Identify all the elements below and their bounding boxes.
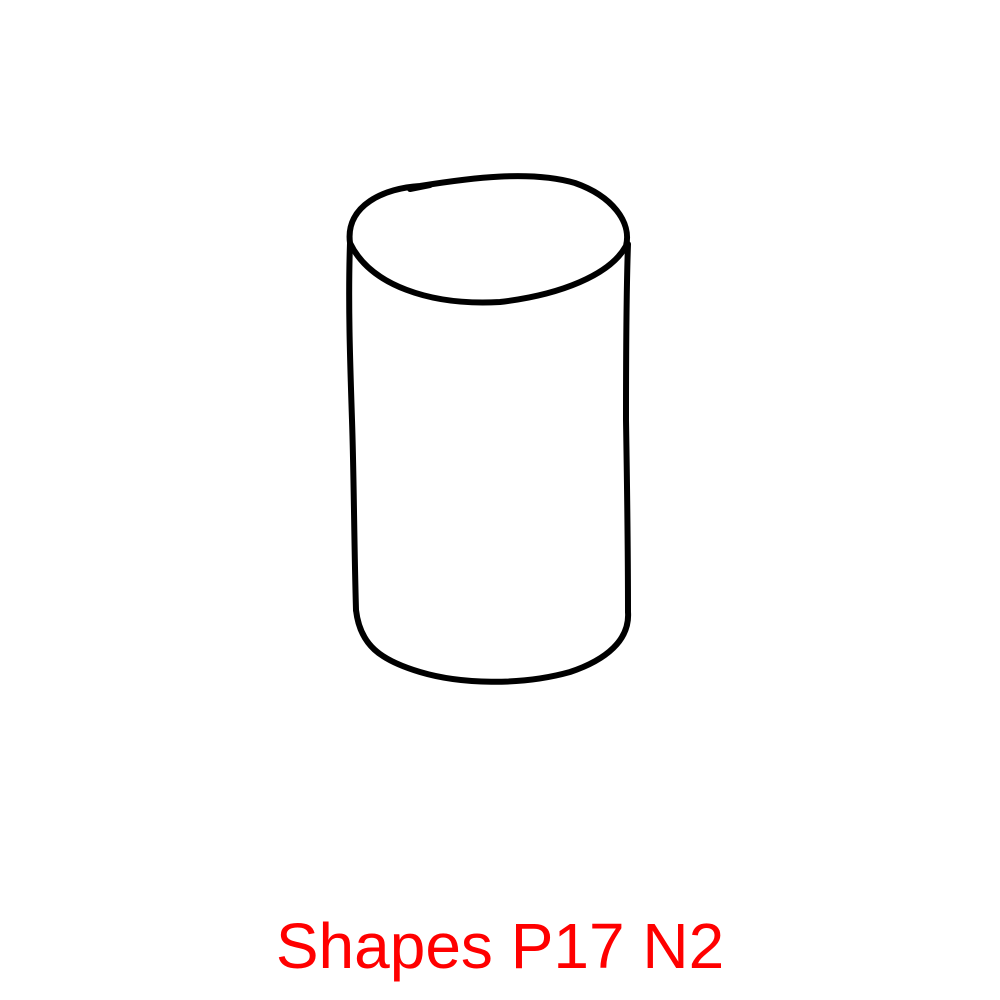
cylinder-top-ellipse bbox=[346, 173, 631, 306]
cylinder-left-side bbox=[346, 240, 359, 613]
cylinder-bottom-curve bbox=[353, 607, 632, 685]
cylinder-top-stroke-overlap bbox=[407, 182, 433, 192]
cylinder-right-side bbox=[623, 241, 631, 615]
caption-label: Shapes P17 N2 bbox=[275, 910, 725, 982]
